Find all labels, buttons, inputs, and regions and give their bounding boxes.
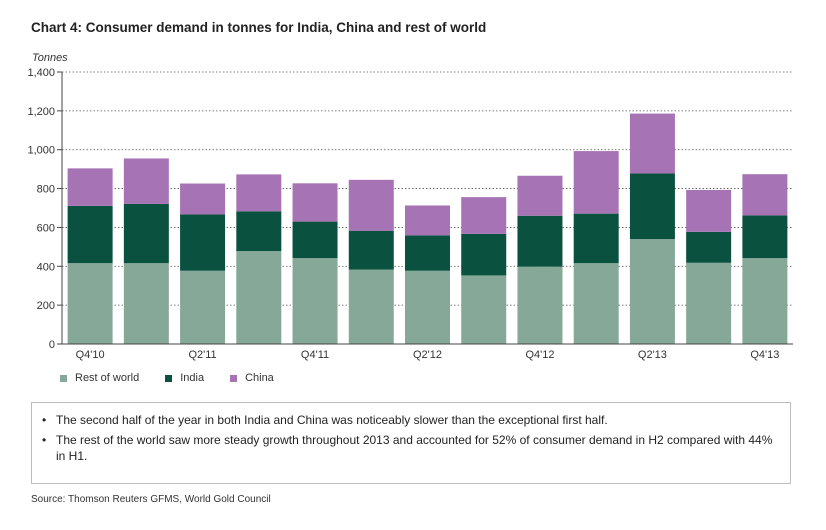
- x-tick-label: Q2'13: [638, 349, 667, 361]
- bar-segment-india: [292, 221, 338, 259]
- bar-segment-india: [461, 233, 507, 276]
- notes-box: • The second half of the year in both In…: [31, 402, 791, 484]
- bar-segment-china: [517, 175, 563, 216]
- bar-segment-india: [573, 213, 619, 264]
- bar-segment-india: [517, 215, 563, 267]
- stacked-bar-chart: Tonnes 0 200 400 600 800 1,000 1,200 1,400 Q4'10 Q…: [27, 52, 793, 361]
- note-item: • The second half of the year in both In…: [42, 412, 780, 428]
- y-tick-label: 600: [37, 222, 55, 234]
- bar-segment-rest-of-world: [67, 263, 113, 344]
- bar-segment-china: [405, 205, 450, 236]
- y-tick-label: 400: [37, 261, 55, 273]
- x-tick-label: Q2'11: [188, 349, 216, 361]
- bar-segment-china: [629, 113, 675, 174]
- bar-segment-rest-of-world: [405, 270, 450, 344]
- bar-segment-india: [686, 231, 732, 263]
- bar-segment-rest-of-world: [686, 262, 732, 344]
- note-text: The rest of the world saw more steady gr…: [56, 433, 773, 463]
- bar-segment-india: [742, 215, 788, 259]
- y-tick-label: 1,400: [27, 67, 55, 79]
- bar-segment-india: [236, 211, 282, 252]
- x-tick-label: Q4'10: [76, 349, 105, 361]
- x-tick-label: Q4'11: [301, 349, 329, 361]
- bar-segment-india: [348, 230, 394, 270]
- y-tick-label: 800: [37, 184, 55, 196]
- bar-segment-china: [686, 189, 732, 232]
- bar-segment-rest-of-world: [629, 239, 675, 344]
- x-tick-label: Q4'12: [525, 349, 554, 361]
- x-tick-label: Q2'12: [413, 349, 442, 361]
- bar-segment-rest-of-world: [348, 269, 394, 344]
- y-tick-label: 1,000: [27, 145, 55, 157]
- bar-segment-china: [348, 179, 394, 231]
- legend-swatch-china: [230, 374, 238, 382]
- bar-segment-china: [461, 197, 507, 234]
- bar-segment-china: [573, 151, 619, 214]
- legend-swatch-india: [165, 374, 173, 382]
- bar-segment-rest-of-world: [517, 266, 563, 344]
- y-tick-label: 200: [37, 300, 55, 312]
- bar-segment-india: [123, 203, 169, 264]
- y-tick-label: 1,200: [27, 106, 55, 118]
- bar-segment-rest-of-world: [180, 270, 226, 344]
- bar-segment-china: [742, 174, 788, 216]
- bar-segment-rest-of-world: [742, 258, 788, 344]
- bar-segment-india: [405, 235, 450, 271]
- note-text: The second half of the year in both Indi…: [56, 413, 608, 427]
- bar-segment-china: [67, 168, 113, 206]
- legend-label-china: China: [245, 372, 274, 384]
- bullet-icon: •: [42, 433, 47, 447]
- legend-label-india: India: [180, 372, 205, 384]
- bullet-icon: •: [42, 413, 47, 427]
- bar-segment-china: [123, 158, 169, 204]
- bar-segment-india: [180, 214, 226, 271]
- bar-segment-rest-of-world: [123, 263, 169, 344]
- chart-legend: Rest of world India China: [60, 372, 300, 384]
- legend-label-rest-of-world: Rest of world: [75, 372, 140, 384]
- legend-swatch-rest-of-world: [60, 374, 67, 382]
- bar-segment-rest-of-world: [236, 251, 282, 344]
- bar-segment-india: [629, 173, 675, 240]
- x-tick-label: Q4'13: [750, 349, 779, 361]
- bar-segment-china: [236, 174, 282, 212]
- source-note: Source: Thomson Reuters GFMS, World Gold…: [31, 494, 271, 505]
- bar-segment-china: [180, 183, 226, 215]
- bar-segment-rest-of-world: [292, 258, 338, 344]
- chart-title: Chart 4: Consumer demand in tonnes for I…: [31, 20, 487, 35]
- legend-item-rest-of-world: Rest of world: [60, 372, 139, 384]
- legend-item-india: India: [165, 372, 204, 384]
- bar-segment-china: [292, 183, 338, 222]
- bar-segment-rest-of-world: [461, 275, 507, 344]
- legend-item-china: China: [230, 372, 274, 384]
- bar-segment-rest-of-world: [573, 263, 619, 344]
- y-tick-label: 0: [49, 339, 55, 351]
- y-axis-label: Tonnes: [32, 52, 68, 64]
- bar-segment-india: [67, 205, 113, 264]
- note-item: • The rest of the world saw more steady …: [42, 432, 780, 464]
